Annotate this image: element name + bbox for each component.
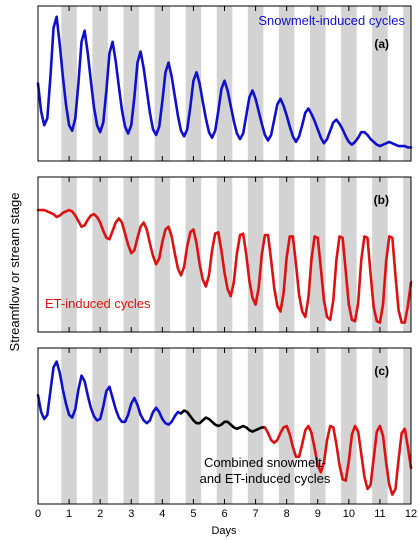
night-band bbox=[403, 348, 411, 504]
night-band bbox=[185, 348, 202, 504]
x-tick-label: 0 bbox=[35, 508, 41, 520]
x-axis: 0 1 2 3 4 5 6 7 8 9 10 11 12 bbox=[35, 508, 417, 520]
panel-label: Snowmelt-induced cycles bbox=[258, 13, 405, 28]
night-band bbox=[403, 177, 411, 332]
night-band bbox=[92, 6, 108, 161]
night-band bbox=[216, 348, 233, 504]
night-band bbox=[61, 348, 77, 504]
night-band bbox=[247, 6, 264, 161]
night-band bbox=[247, 348, 264, 504]
panel-tag: (c) bbox=[374, 364, 389, 378]
night-band bbox=[185, 177, 202, 332]
night-band bbox=[278, 6, 295, 161]
night-band bbox=[403, 6, 411, 161]
night-band bbox=[123, 177, 140, 332]
night-band bbox=[216, 177, 233, 332]
x-axis-label: Days bbox=[211, 525, 237, 537]
x-tick-label: 4 bbox=[159, 508, 165, 520]
night-band bbox=[309, 6, 326, 161]
x-tick-label: 7 bbox=[253, 508, 259, 520]
series-line-1 bbox=[36, 360, 183, 426]
x-tick-label: 12 bbox=[405, 508, 417, 520]
panel-2: (b) ET-induced cycles bbox=[36, 176, 413, 333]
x-tick-label: 6 bbox=[221, 508, 227, 520]
panel-label: Combined snowmelt-and ET-induced cycles bbox=[200, 455, 331, 486]
x-tick-label: 9 bbox=[315, 508, 321, 520]
x-tick-label: 10 bbox=[343, 508, 355, 520]
panel-label: ET-induced cycles bbox=[45, 296, 151, 311]
x-tick-label: 8 bbox=[284, 508, 290, 520]
series-line-1 bbox=[36, 15, 413, 149]
night-band bbox=[154, 348, 171, 504]
x-tick-label: 1 bbox=[66, 508, 72, 520]
panel-3: (c) Combined snowmelt-and ET-induced cycl… bbox=[36, 347, 413, 505]
night-band bbox=[341, 348, 357, 504]
night-band bbox=[154, 6, 171, 161]
series-line-1 bbox=[36, 208, 413, 324]
x-tick-label: 2 bbox=[97, 508, 103, 520]
night-band bbox=[154, 177, 171, 332]
chart-panels: (a) Snowmelt-induced cycles (b) ET-induced … bbox=[36, 5, 413, 505]
night-band bbox=[341, 177, 357, 332]
series-line-2 bbox=[179, 409, 267, 433]
night-band bbox=[92, 348, 108, 504]
night-band bbox=[309, 348, 326, 504]
x-tick-label: 5 bbox=[190, 508, 196, 520]
y-axis-label: Streamflow or stream stage bbox=[7, 193, 22, 352]
night-band bbox=[61, 177, 77, 332]
night-band bbox=[123, 348, 140, 504]
night-band bbox=[372, 6, 388, 161]
panel-1: (a) Snowmelt-induced cycles bbox=[36, 5, 413, 162]
x-tick-label: 11 bbox=[374, 508, 385, 520]
x-tick-label: 3 bbox=[128, 508, 134, 520]
night-band bbox=[309, 177, 326, 332]
night-band bbox=[123, 6, 140, 161]
night-band bbox=[341, 6, 357, 161]
panel-tag: (a) bbox=[374, 37, 389, 51]
panel-tag: (b) bbox=[374, 193, 389, 207]
series-line-3 bbox=[263, 424, 413, 496]
